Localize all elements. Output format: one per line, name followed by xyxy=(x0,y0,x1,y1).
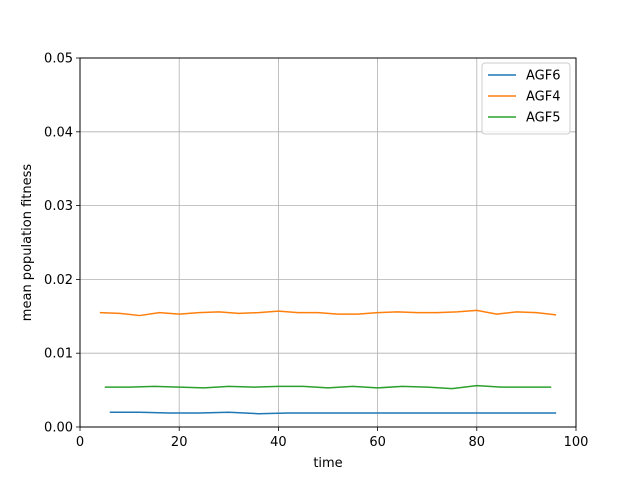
legend: AGF6 AGF4 AGF5 xyxy=(481,62,571,135)
y-tick-label: 0.00 xyxy=(44,421,73,436)
y-tick-label: 0.03 xyxy=(44,199,73,214)
plot-frame xyxy=(79,57,577,428)
x-tick-label: 80 xyxy=(469,435,486,450)
y-tick-label: 0.05 xyxy=(44,52,73,67)
y-axis-label: mean population fitness xyxy=(20,164,35,322)
series-line-agf6 xyxy=(109,411,557,415)
y-tick-label: 0.02 xyxy=(44,273,73,288)
legend-label: AGF5 xyxy=(526,111,561,126)
legend-label: AGF6 xyxy=(526,69,561,84)
x-tick-label: 20 xyxy=(171,435,188,450)
x-axis-label: time xyxy=(313,456,342,471)
x-tick-label: 0 xyxy=(76,435,84,450)
x-tick-label: 100 xyxy=(564,435,589,450)
x-tick-label: 60 xyxy=(369,435,386,450)
series-lines xyxy=(99,309,557,415)
x-tick-label: 40 xyxy=(270,435,287,450)
series-line-agf5 xyxy=(104,384,552,390)
legend-label: AGF4 xyxy=(526,90,561,105)
y-tick-label: 0.01 xyxy=(44,347,73,362)
series-line-agf4 xyxy=(99,309,557,317)
axis-ticks: 0 20 40 60 80 100 0.00 0.01 0.02 0.03 0.04 0.05 xyxy=(44,52,588,451)
y-tick-label: 0.04 xyxy=(44,125,73,140)
